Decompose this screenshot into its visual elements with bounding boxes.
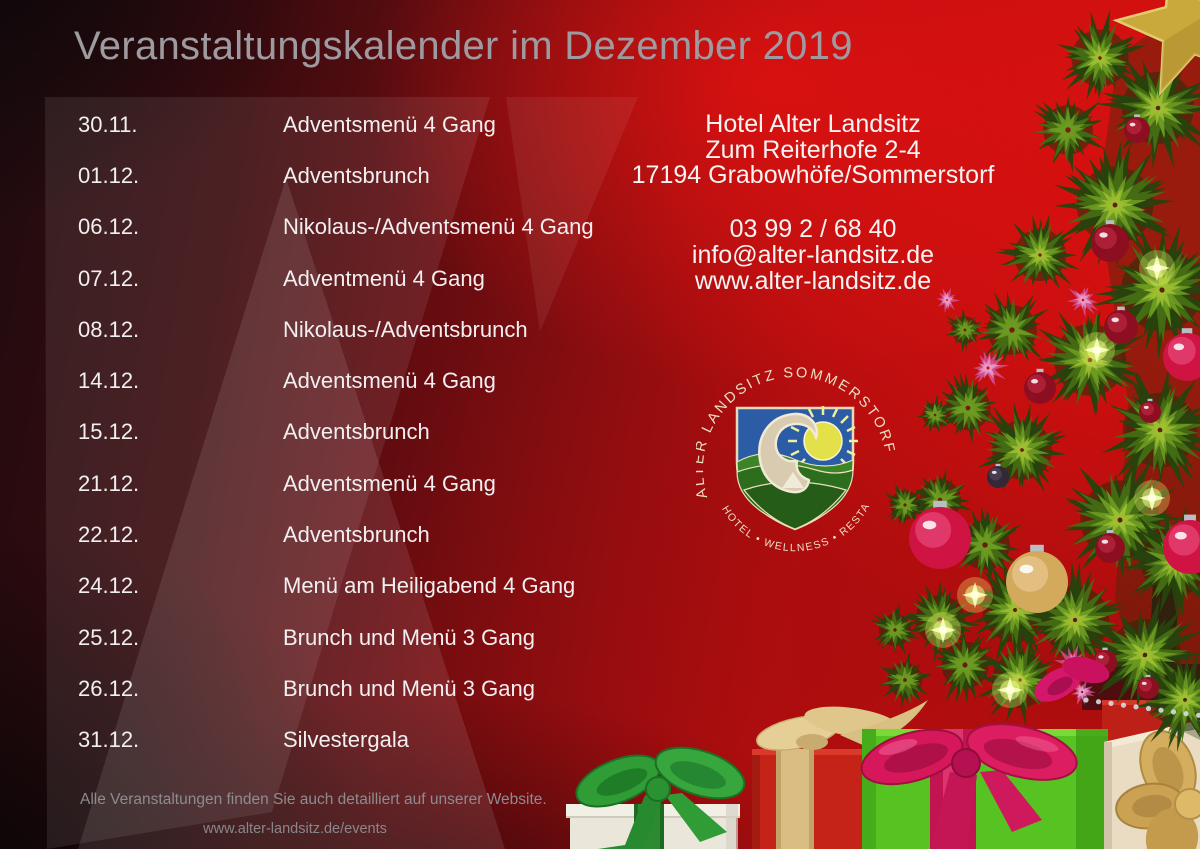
event-row: 22.12. Adventsbrunch [0,509,620,560]
christmas-tree-photo [870,0,1200,752]
event-row: 14.12. Adventsmenü 4 Gang [0,355,620,406]
event-row: 08.12. Nikolaus-/Adventsbrunch [0,304,620,355]
event-name: Adventsbrunch [283,419,430,445]
hotel-website: www.alter-landsitz.de [694,266,932,295]
event-row: 15.12. Adventsbrunch [0,407,620,458]
event-name: Adventsmenü 4 Gang [283,111,496,137]
event-date: 30.11. [78,111,138,137]
event-date: 01.12. [78,162,140,188]
event-name: Adventsbrunch [283,162,430,188]
event-date: 06.12. [78,214,140,240]
hotel-phone: 03 99 2 / 68 40 [729,215,897,244]
event-row: 01.12. Adventsbrunch [0,150,620,201]
event-name: Adventsmenü 4 Gang [283,470,496,496]
gift-gold-box [1104,720,1200,849]
event-date: 21.12. [78,470,140,496]
event-row: 31.12. Silvestergala [0,715,620,766]
event-row: 07.12. Adventmenü 4 Gang [0,253,620,304]
event-date: 31.12. [78,727,140,753]
event-row: 21.12. Adventsmenü 4 Gang [0,458,620,509]
gift-white-box [566,746,746,849]
event-date: 24.12. [78,573,140,599]
logo-shield [735,406,858,531]
hotel-name: Hotel Alter Landsitz [705,110,921,138]
event-name: Adventsmenü 4 Gang [283,368,496,394]
event-name: Nikolaus-/Adventsmenü 4 Gang [283,214,594,240]
event-name: Adventsbrunch [283,522,430,548]
hotel-street: Zum Reiterhofe 2-4 [705,135,921,164]
event-date: 25.12. [78,624,140,650]
event-date: 14.12. [78,368,140,394]
event-row: 24.12. Menü am Heiligabend 4 Gang [0,561,620,612]
contact-block: Hotel Alter Landsitz Zum Reiterhofe 2-4 … [593,110,1033,295]
event-name: Brunch und Menü 3 Gang [283,624,535,650]
event-date: 22.12. [78,522,140,548]
logo-horse [758,412,819,494]
event-row: 25.12. Brunch und Menü 3 Gang [0,612,620,663]
hotel-city: 17194 Grabowhöfe/Sommerstorf [631,161,995,190]
hotel-email: info@alter-landsitz.de [691,240,935,269]
event-name: Nikolaus-/Adventsbrunch [283,316,528,342]
event-name: Brunch und Menü 3 Gang [283,675,535,701]
hotel-logo: ALTER LANDSITZ SOMMERSTORF HOTEL • WELLN… [696,366,895,554]
footer-note: Alle Veranstaltungen finden Sie auch det… [80,791,547,808]
gift-green-box [860,723,1108,849]
event-row: 26.12. Brunch und Menü 3 Gang [0,663,620,714]
footer-events-url: www.alter-landsitz.de/events [203,821,387,837]
events-list: 30.11. Adventsmenü 4 Gang 01.12. Adventsbru… [0,99,620,766]
event-row: 06.12. Nikolaus-/Adventsmenü 4 Gang [0,202,620,253]
event-date: 07.12. [78,265,140,291]
watermark-monogram [45,97,638,849]
event-date: 15.12. [78,419,140,445]
event-date: 26.12. [78,675,140,701]
event-name: Menü am Heiligabend 4 Gang [283,573,576,599]
page-title: Veranstaltungskalender im Dezember 2019 [74,24,853,68]
event-date: 08.12. [78,316,140,342]
event-row: 30.11. Adventsmenü 4 Gang [0,99,620,150]
event-name: Adventmenü 4 Gang [283,265,485,291]
event-name: Silvestergala [283,727,409,753]
